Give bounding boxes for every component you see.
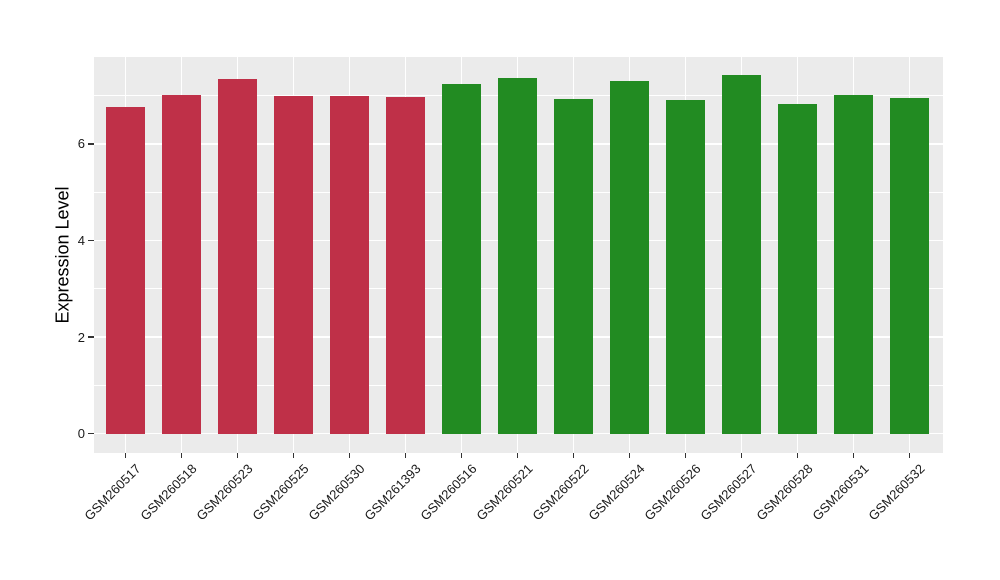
x-tick-label-GSM260517: GSM260517 [80,461,144,524]
bar-GSM260523 [218,78,257,434]
bar-GSM260521 [498,78,537,434]
bar-GSM260524 [610,81,649,434]
bar-GSM260522 [554,99,593,434]
x-tick-label-GSM260528: GSM260528 [752,461,816,524]
x-tick-mark [460,453,463,458]
x-tick-mark [852,453,855,458]
x-tick-label-GSM260526: GSM260526 [640,461,704,524]
x-tick-mark [572,453,575,458]
x-tick-label-GSM260521: GSM260521 [472,461,536,524]
x-tick-mark [180,453,183,458]
bar-GSM260526 [666,100,705,434]
y-tick-label: 4 [77,233,85,248]
x-tick-label-GSM260527: GSM260527 [696,461,760,524]
x-tick-mark [516,453,519,458]
x-tick-label-GSM260523: GSM260523 [192,461,256,524]
bar-GSM260517 [106,107,145,434]
x-tick-mark [628,453,631,458]
x-tick-label-GSM261393: GSM261393 [360,461,424,524]
x-tick-label-GSM260532: GSM260532 [864,461,928,524]
plot-panel [94,57,943,453]
bar-GSM260527 [722,74,761,434]
y-tick-label: 6 [77,136,85,152]
x-tick-label-GSM260525: GSM260525 [248,461,312,524]
y-tick-mark [88,336,94,338]
bar-GSM260516 [442,83,481,434]
y-tick-mark [88,432,94,435]
y-tick-mark [88,143,94,145]
x-tick-mark [292,453,295,458]
x-tick-label-GSM260524: GSM260524 [584,461,648,524]
y-tick-label: 0 [77,426,85,442]
x-tick-mark [796,453,799,458]
y-axis-title: Expression Level [52,186,73,324]
x-tick-mark [348,453,351,458]
bar-GSM260532 [890,98,929,434]
x-tick-label-GSM260530: GSM260530 [304,461,368,524]
x-tick-mark [236,453,239,458]
x-tick-label-GSM260531: GSM260531 [808,461,872,524]
y-tick-label: 2 [77,329,85,345]
x-tick-mark [740,453,743,458]
bar-GSM261393 [386,97,425,434]
x-tick-label-GSM260518: GSM260518 [136,461,200,524]
bar-GSM260518 [162,94,201,434]
bar-GSM260531 [834,94,873,434]
bar-GSM260530 [330,95,369,434]
x-tick-mark [404,453,407,458]
x-tick-label-GSM260516: GSM260516 [416,461,480,524]
x-tick-mark [684,453,687,458]
bar-GSM260528 [778,104,817,434]
gridline-major [94,432,943,435]
bar-GSM260525 [274,95,313,434]
x-tick-mark [908,453,911,458]
x-tick-label-GSM260522: GSM260522 [528,461,592,524]
y-tick-mark [88,239,94,242]
x-tick-mark [124,453,127,458]
